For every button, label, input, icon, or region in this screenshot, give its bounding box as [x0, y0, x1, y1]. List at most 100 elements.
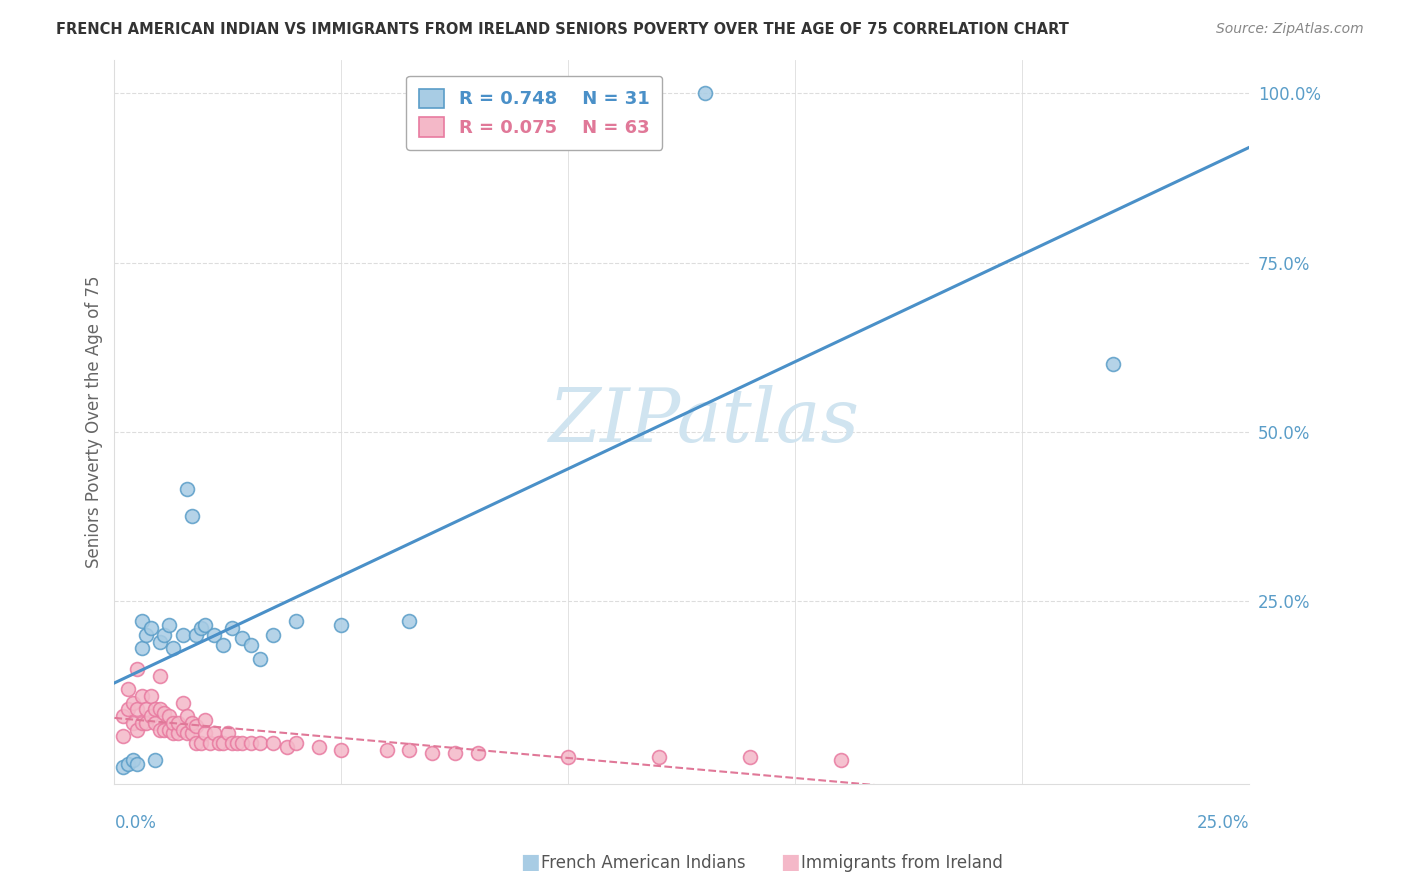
Legend: R = 0.748    N = 31, R = 0.075    N = 63: R = 0.748 N = 31, R = 0.075 N = 63 [406, 76, 662, 150]
Point [208, 736, 231, 750]
Point [143, 715, 166, 730]
Point [121, 753, 143, 767]
Point [226, 736, 249, 750]
Point [557, 749, 579, 764]
Point [149, 634, 172, 648]
Point [157, 709, 180, 723]
Text: French American Indians: French American Indians [541, 855, 747, 872]
Point [194, 617, 217, 632]
Point [167, 726, 190, 740]
Point [172, 628, 194, 642]
Point [139, 689, 162, 703]
Point [157, 617, 180, 632]
Text: Source: ZipAtlas.com: Source: ZipAtlas.com [1216, 22, 1364, 37]
Point [231, 736, 253, 750]
Point [262, 736, 284, 750]
Point [149, 668, 172, 682]
Text: ZIPatlas: ZIPatlas [550, 385, 860, 458]
Point [112, 709, 135, 723]
Point [398, 615, 420, 629]
Point [330, 617, 353, 632]
Point [135, 702, 157, 716]
Point [184, 719, 207, 733]
Point [127, 662, 149, 676]
Y-axis label: Seniors Poverty Over the Age of 75: Seniors Poverty Over the Age of 75 [86, 276, 103, 568]
Point [180, 509, 202, 524]
Point [221, 621, 243, 635]
Point [131, 641, 153, 656]
Point [467, 747, 489, 761]
Point [262, 628, 284, 642]
Point [398, 743, 420, 757]
Point [121, 696, 143, 710]
Point [162, 726, 184, 740]
Point [117, 702, 139, 716]
Point [139, 709, 162, 723]
Point [176, 709, 198, 723]
Point [830, 753, 852, 767]
Text: FRENCH AMERICAN INDIAN VS IMMIGRANTS FROM IRELAND SENIORS POVERTY OVER THE AGE O: FRENCH AMERICAN INDIAN VS IMMIGRANTS FRO… [56, 22, 1069, 37]
Point [738, 749, 761, 764]
Point [276, 739, 298, 754]
Point [1102, 357, 1125, 371]
Text: ■: ■ [780, 853, 800, 872]
Point [157, 723, 180, 737]
Text: ■: ■ [520, 853, 540, 872]
Point [285, 736, 308, 750]
Point [375, 743, 398, 757]
Point [190, 621, 212, 635]
Point [221, 736, 243, 750]
Point [143, 702, 166, 716]
Point [135, 715, 157, 730]
Point [139, 621, 162, 635]
Point [176, 483, 198, 497]
Point [127, 723, 149, 737]
Point [172, 723, 194, 737]
Point [190, 736, 212, 750]
Point [239, 638, 262, 652]
Point [149, 702, 172, 716]
Text: 25.0%: 25.0% [1197, 814, 1250, 832]
Point [239, 736, 262, 750]
Point [194, 726, 217, 740]
Point [135, 628, 157, 642]
Point [231, 632, 253, 646]
Point [308, 739, 330, 754]
Point [180, 726, 202, 740]
Point [167, 715, 190, 730]
Point [249, 736, 271, 750]
Point [172, 696, 194, 710]
Point [149, 723, 172, 737]
Point [121, 715, 143, 730]
Point [202, 726, 225, 740]
Point [162, 641, 184, 656]
Point [217, 726, 239, 740]
Point [131, 615, 153, 629]
Point [127, 702, 149, 716]
Point [131, 689, 153, 703]
Point [330, 743, 353, 757]
Point [117, 756, 139, 771]
Point [198, 736, 221, 750]
Point [117, 682, 139, 697]
Point [202, 628, 225, 642]
Point [162, 715, 184, 730]
Point [184, 628, 207, 642]
Point [194, 713, 217, 727]
Point [176, 726, 198, 740]
Point [153, 706, 176, 720]
Point [693, 87, 716, 101]
Point [285, 615, 308, 629]
Point [444, 747, 467, 761]
Point [212, 638, 235, 652]
Point [112, 730, 135, 744]
Point [143, 753, 166, 767]
Point [127, 756, 149, 771]
Point [153, 723, 176, 737]
Text: Immigrants from Ireland: Immigrants from Ireland [801, 855, 1004, 872]
Point [112, 760, 135, 774]
Point [648, 749, 671, 764]
Point [249, 651, 271, 665]
Text: 0.0%: 0.0% [114, 814, 156, 832]
Point [212, 736, 235, 750]
